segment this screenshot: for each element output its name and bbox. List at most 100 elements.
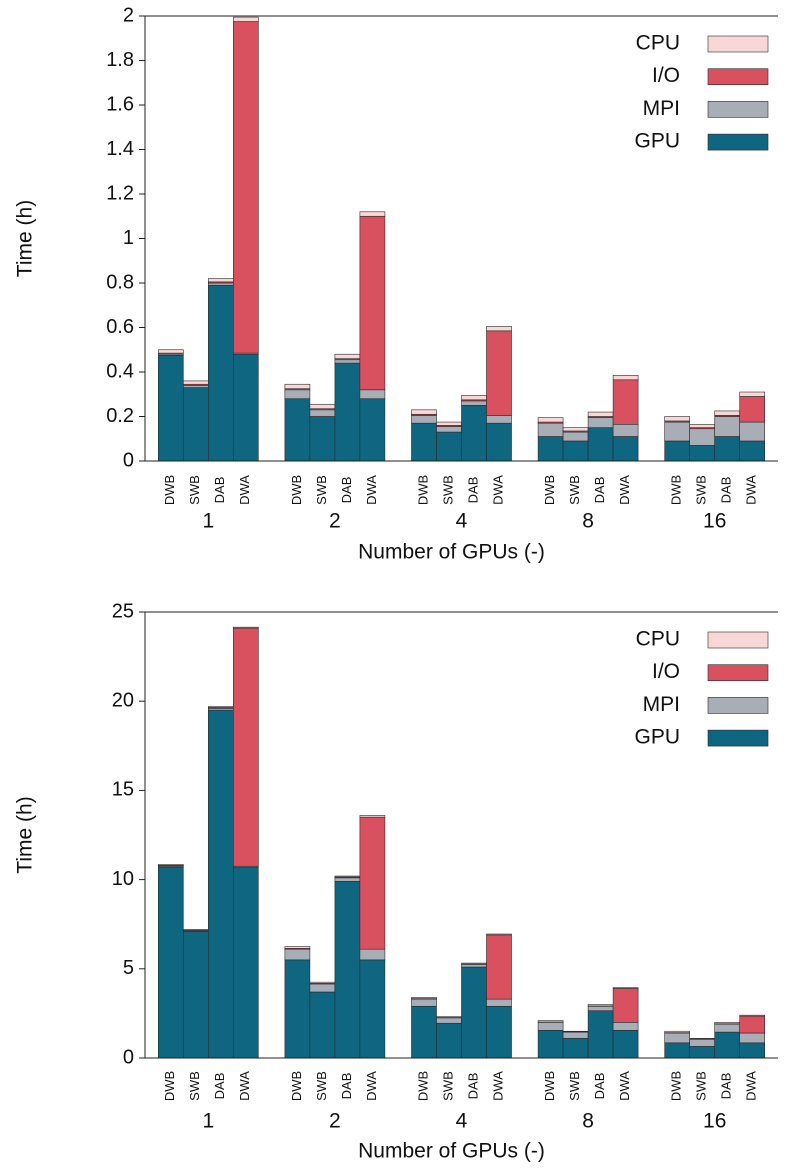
bar-segment bbox=[612, 1022, 639, 1031]
bar-segment bbox=[411, 415, 437, 424]
bar-segment bbox=[587, 1004, 614, 1007]
bar-segment bbox=[689, 1038, 715, 1047]
bar-segment bbox=[537, 1030, 564, 1059]
bar-segment bbox=[612, 987, 639, 989]
legend-label: CPU bbox=[636, 32, 680, 55]
x-tick-label: SWB bbox=[440, 475, 455, 505]
y-tick-label: 0 bbox=[123, 1046, 134, 1068]
bar-segment bbox=[411, 422, 437, 462]
x-tick-label: DAB bbox=[212, 477, 227, 504]
y-tick-label: 15 bbox=[112, 779, 134, 801]
bar-segment bbox=[359, 815, 386, 818]
bar-segment bbox=[157, 355, 184, 462]
bar-segment bbox=[664, 1032, 690, 1044]
x-tick-label: DWB bbox=[162, 1071, 177, 1101]
bar-segment bbox=[664, 440, 690, 462]
bar-segment bbox=[334, 362, 361, 462]
bar-segment bbox=[714, 1023, 741, 1033]
x-tick-label: DWB bbox=[289, 1071, 304, 1101]
legend-swatch bbox=[707, 68, 769, 85]
group-label: 16 bbox=[703, 1110, 726, 1133]
bar-segment bbox=[689, 428, 715, 446]
bar-segment bbox=[587, 417, 614, 428]
bar-segment bbox=[486, 934, 512, 1000]
x-tick-label: DWB bbox=[415, 475, 430, 505]
legend-label: GPU bbox=[634, 130, 680, 153]
y-tick-label: 0.2 bbox=[106, 405, 134, 427]
bar-segment bbox=[537, 1020, 564, 1023]
x-tick-label: DWB bbox=[542, 475, 557, 505]
bar-segment bbox=[486, 326, 512, 332]
bar-segment bbox=[689, 445, 715, 462]
bar-segment bbox=[461, 400, 487, 406]
x-tick-label: DWB bbox=[542, 1071, 557, 1101]
bar-segment bbox=[436, 431, 462, 462]
bar-segment bbox=[739, 391, 766, 397]
bar-segment bbox=[587, 1005, 614, 1012]
bar-segment bbox=[562, 427, 589, 432]
bar-segment bbox=[359, 211, 386, 217]
y-tick-label: 0.8 bbox=[106, 271, 134, 293]
chart-panel: DWB SWB DAB DWA DWB SWB DAB DWA DWB SWB DAB DWA DWB S… bbox=[14, 600, 778, 1163]
x-tick-label: DAB bbox=[465, 1073, 480, 1100]
bar-segment bbox=[208, 278, 234, 283]
bar-segment bbox=[182, 380, 209, 385]
bar-segment bbox=[309, 409, 336, 417]
bar-segment bbox=[537, 417, 564, 423]
x-tick-label: DWA bbox=[490, 1071, 505, 1101]
group-label: 1 bbox=[202, 510, 214, 533]
bar-segment bbox=[208, 282, 234, 286]
x-tick-label: SWB bbox=[314, 1071, 329, 1101]
group-label: 4 bbox=[456, 1110, 468, 1133]
bar-segment bbox=[334, 881, 361, 1059]
x-tick-label: DAB bbox=[592, 1073, 607, 1100]
bar-segment bbox=[486, 415, 512, 424]
bar-segment bbox=[334, 875, 361, 878]
bar-segment bbox=[739, 1032, 766, 1044]
bar-segment bbox=[461, 395, 487, 401]
bar-segment bbox=[157, 349, 184, 354]
x-tick-label: SWB bbox=[567, 475, 582, 505]
legend-label: MPI bbox=[643, 693, 680, 716]
bar-segment bbox=[714, 1022, 741, 1025]
legend-label: I/O bbox=[652, 64, 680, 87]
legend-swatch bbox=[707, 35, 769, 53]
group-label: 8 bbox=[582, 510, 594, 533]
bar-segment bbox=[334, 877, 361, 882]
x-tick-label: SWB bbox=[694, 1071, 709, 1101]
y-tick-label: 0 bbox=[123, 449, 134, 471]
bar-segment bbox=[233, 16, 259, 22]
bar-segment bbox=[411, 409, 437, 415]
x-tick-label: DAB bbox=[719, 477, 734, 504]
bar-segment bbox=[739, 1015, 766, 1034]
y-tick-label: 1.4 bbox=[106, 138, 134, 160]
bar-segment bbox=[334, 359, 361, 364]
legend-swatch bbox=[707, 729, 769, 747]
x-tick-label: DWA bbox=[490, 475, 505, 505]
bar-segment bbox=[309, 991, 336, 1059]
bar-segment bbox=[436, 426, 462, 433]
bar-segment bbox=[612, 988, 639, 1023]
y-tick-label: 5 bbox=[123, 957, 134, 979]
bar-segment bbox=[562, 431, 589, 442]
legend-swatch bbox=[707, 631, 769, 649]
bar-segment bbox=[284, 389, 311, 399]
bar-segment bbox=[612, 436, 639, 462]
x-tick-label: DWB bbox=[289, 475, 304, 505]
y-tick-label: 0.4 bbox=[106, 360, 134, 382]
bar-segment bbox=[739, 1042, 766, 1059]
bar-segment bbox=[714, 1031, 741, 1059]
chart-panel: DWB SWB DAB DWA DWB SWB DAB DWA DWB SWB DAB DWA DWB S… bbox=[14, 4, 778, 564]
y-tick-label: 1.6 bbox=[106, 93, 134, 115]
bar-segment bbox=[537, 1022, 564, 1031]
bar-segment bbox=[284, 383, 311, 389]
bar-segment bbox=[233, 866, 259, 1059]
bar-segment bbox=[562, 440, 589, 462]
bar-segment bbox=[411, 1005, 437, 1059]
bar-segment bbox=[486, 998, 512, 1007]
bar-segment bbox=[182, 929, 209, 931]
group-label: 2 bbox=[329, 510, 341, 533]
x-tick-label: DAB bbox=[465, 477, 480, 504]
x-tick-label: DWA bbox=[237, 1071, 252, 1101]
bar-segment bbox=[739, 421, 766, 442]
